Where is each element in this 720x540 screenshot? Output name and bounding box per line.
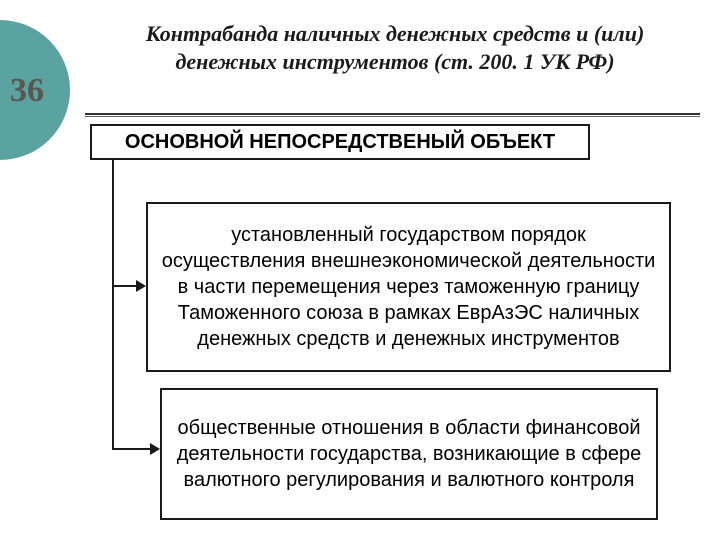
slide-number: 36 [10,72,44,110]
connector-horizontal-2 [112,448,152,450]
description-box-1: установленный государством порядок осуще… [146,202,671,372]
slide-title: Контрабанда наличных денежных средств и … [95,20,695,75]
connector-vertical [112,160,114,450]
connector-horizontal-1 [112,285,138,287]
title-rule-1 [85,113,700,115]
description-text-2: общественные отношения в области финансо… [172,415,646,493]
arrowhead-2 [150,443,160,455]
description-text-1: установленный государством порядок осуще… [158,222,659,352]
description-box-2: общественные отношения в области финансо… [160,388,658,520]
title-rule-2 [85,116,700,117]
object-header-text: ОСНОВНОЙ НЕПОСРЕДСТВЕНЫЙ ОБЪЕКТ [125,131,555,154]
arrowhead-1 [136,280,146,292]
object-header-box: ОСНОВНОЙ НЕПОСРЕДСТВЕНЫЙ ОБЪЕКТ [90,124,590,160]
